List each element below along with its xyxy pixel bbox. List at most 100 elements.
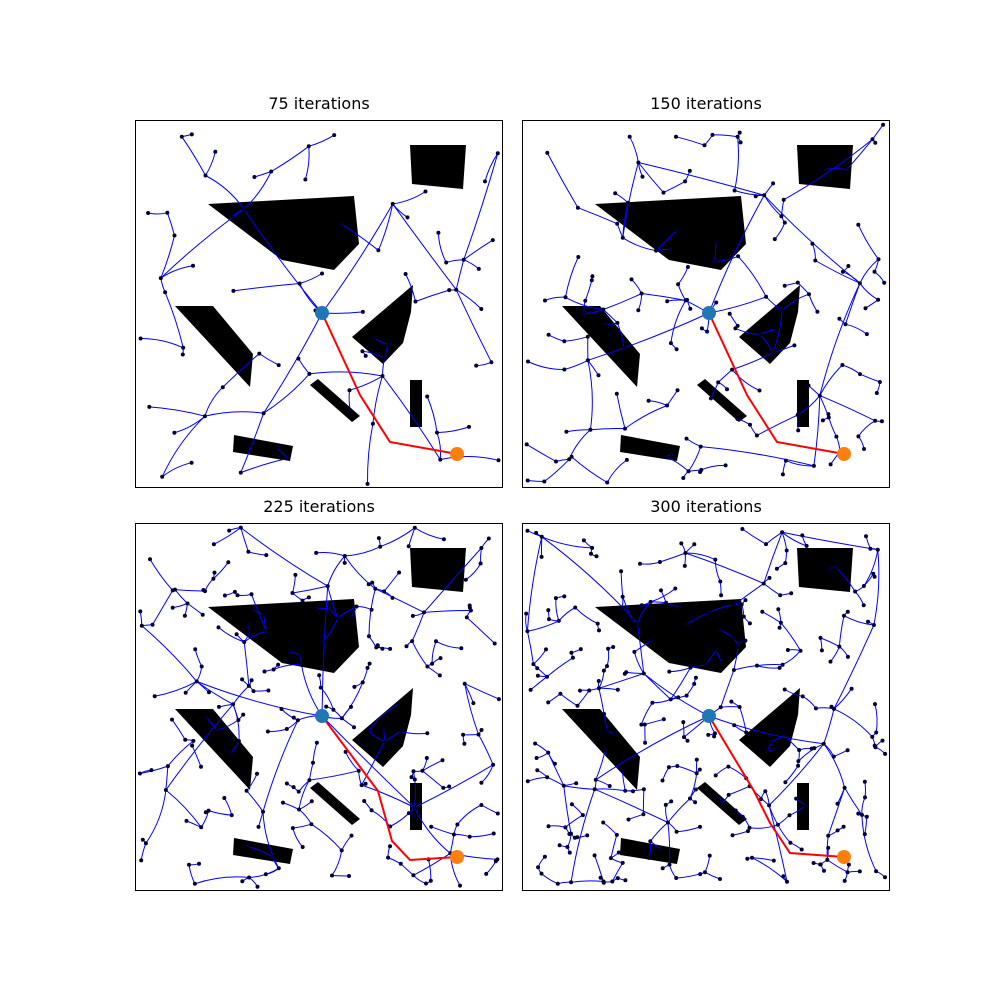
tree-edge [368,588,376,637]
obstacle [410,548,466,592]
tree-node [447,784,452,789]
tree-edge [205,151,216,176]
tree-node [495,151,500,156]
tree-node [829,564,834,569]
tree-node [798,648,803,653]
tree-node [822,868,826,873]
tree-node [872,574,877,579]
tree-node [425,394,430,399]
tree-node [813,706,818,711]
tree-node [189,460,194,465]
tree-node [534,756,539,760]
tree-node [440,758,445,763]
tree-node [150,622,155,627]
tree-node [182,613,187,618]
tree-node [261,613,266,617]
tree-node [804,543,809,548]
tree-node [667,669,672,674]
tree-edge [140,338,184,349]
tree-node [296,789,301,794]
tree-node [820,418,825,423]
tree-node [479,780,484,785]
tree-node [641,787,646,792]
tree-node [246,549,251,554]
tree-node [222,593,227,598]
tree-node [831,754,836,759]
tree-node [331,707,336,712]
tree-node [423,189,428,194]
tree-node [371,336,376,340]
tree-node [347,388,352,393]
tree-node [297,653,302,658]
tree-node [881,122,886,127]
tree-edge [571,456,608,483]
tree-edge [708,195,765,314]
tree-node [610,879,615,884]
tree-node [876,257,881,262]
tree-node [683,551,688,555]
tree-edge [564,336,588,342]
tree-node [241,207,246,212]
tree-edge [149,406,206,417]
tree-node [575,205,580,210]
tree-node [539,871,544,876]
tree-node [295,718,300,723]
tree-node [844,167,849,172]
tree-edge [455,289,482,310]
obstacle [175,709,253,790]
tree-node [673,586,678,591]
tree-node [882,280,887,285]
tree-node [622,345,627,350]
plot-frame [135,120,503,488]
tree-node [849,686,854,691]
tree-node [770,350,775,355]
tree-node [659,588,663,593]
tree-node [362,799,367,803]
tree-node [826,415,831,420]
tree-edge [819,282,861,396]
tree-node [339,716,344,721]
tree-node [567,832,572,836]
tree-edge [772,310,783,353]
obstacle [739,285,800,364]
tree-node [737,130,742,135]
tree-node [761,581,766,586]
tree-node [874,869,879,874]
tree-node [479,307,484,311]
tree-edge [161,415,206,478]
tree-node [467,834,472,839]
tree-node [818,635,823,640]
tree-node [694,757,699,762]
tree-node [597,628,601,633]
tree-node [213,149,218,154]
tree-edge [667,798,691,823]
tree-node [585,334,590,339]
tree-node [184,818,189,823]
tree-node [676,605,681,610]
tree-node [238,470,243,475]
tree-node [284,781,289,786]
tree-node [569,880,574,885]
tree-node [347,874,351,878]
tree-edge [733,583,764,606]
tree-node [819,648,824,653]
tree-node [290,591,295,595]
tree-node [409,775,414,780]
tree-edge [309,770,359,781]
tree-node [634,624,639,629]
tree-node [492,641,497,646]
tree-edge [181,136,206,176]
tree-node [533,741,538,746]
tree-edge [253,690,269,692]
tree-edge [637,601,651,624]
tree-node [216,625,221,630]
tree-node [241,712,246,717]
tree-node [365,481,370,486]
tree-node [601,307,606,312]
tree-node [781,197,786,202]
tree-node [256,824,261,829]
tree-node [714,647,719,652]
tree-edge [368,703,399,732]
tree-node [857,281,862,286]
tree-node [759,797,763,802]
